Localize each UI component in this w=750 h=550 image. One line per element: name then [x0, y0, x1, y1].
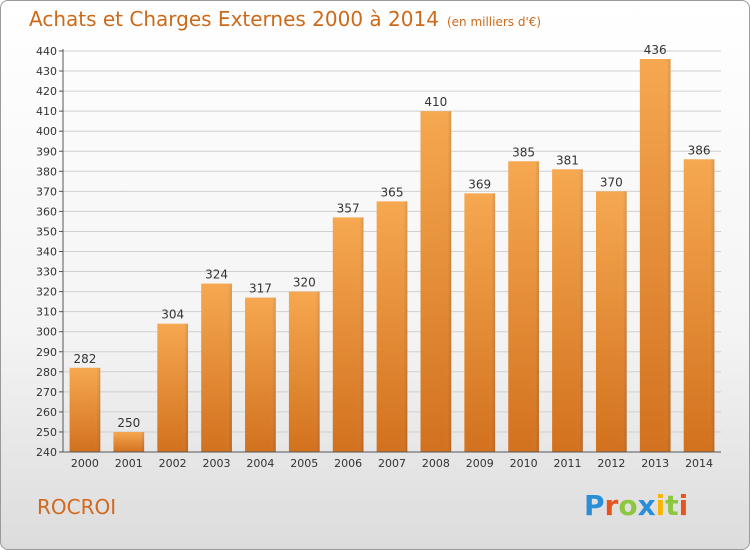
bar-shade — [464, 193, 496, 453]
y-tick-label: 390 — [36, 145, 57, 158]
data-label: 317 — [249, 282, 272, 296]
logo-letter: t — [665, 489, 679, 522]
x-tick-label: 2000 — [71, 457, 99, 470]
y-tick-label: 290 — [36, 346, 57, 359]
x-tick-label: 2013 — [641, 457, 669, 470]
data-label: 436 — [644, 43, 667, 57]
y-tick-label: 430 — [36, 65, 57, 78]
bar-shade — [69, 367, 101, 452]
x-tick-label: 2008 — [422, 457, 450, 470]
y-tick-label: 310 — [36, 306, 57, 319]
y-tick-label: 360 — [36, 205, 57, 218]
y-tick-label: 410 — [36, 105, 57, 118]
x-tick-label: 2004 — [246, 457, 274, 470]
bar-shade — [157, 323, 189, 452]
bar-shade — [332, 217, 364, 452]
logo-letter: P — [584, 489, 605, 522]
logo-letter: x — [637, 489, 656, 522]
bar-shade — [288, 291, 320, 452]
data-label: 381 — [556, 153, 579, 167]
data-label: 369 — [468, 177, 491, 191]
data-label: 282 — [73, 352, 96, 366]
bar-shade — [420, 111, 452, 453]
y-tick-label: 420 — [36, 85, 57, 98]
data-label: 385 — [512, 145, 535, 159]
chart-title-text: Achats et Charges Externes 2000 à 2014 — [29, 7, 439, 31]
data-label: 410 — [424, 95, 447, 109]
y-tick-label: 380 — [36, 165, 57, 178]
data-label: 357 — [337, 201, 360, 215]
bar-shade — [113, 431, 145, 452]
data-label: 304 — [161, 308, 184, 322]
y-tick-label: 370 — [36, 185, 57, 198]
bar-shade — [683, 159, 715, 452]
bar-shade — [595, 191, 627, 452]
y-tick-label: 330 — [36, 266, 57, 279]
y-tick-label: 280 — [36, 366, 57, 379]
bar-shade — [201, 283, 232, 452]
bar-shade — [508, 161, 539, 452]
logo-letter: i — [678, 489, 689, 522]
bar-shade — [376, 201, 408, 452]
x-tick-label: 2007 — [378, 457, 406, 470]
y-tick-label: 300 — [36, 326, 57, 339]
x-tick-label: 2009 — [466, 457, 494, 470]
y-tick-label: 400 — [36, 125, 57, 138]
y-tick-label: 320 — [36, 286, 57, 299]
y-tick-label: 440 — [36, 45, 57, 58]
logo-letter: o — [618, 489, 638, 522]
bars — [69, 59, 715, 453]
proxiti-logo[interactable]: Proxiti — [584, 489, 688, 522]
data-labels: 282 250 304 324 317 320 357 365 410 369 385 381 370 4… — [73, 43, 710, 430]
x-tick-label: 2002 — [159, 457, 187, 470]
bar-shade — [552, 169, 583, 453]
y-tick-label: 270 — [36, 386, 57, 399]
data-label: 320 — [293, 276, 316, 290]
axes — [62, 49, 721, 453]
y-tick-label: 260 — [36, 406, 57, 419]
x-tick-label: 2014 — [685, 457, 713, 470]
bar-shade — [245, 297, 276, 452]
y-axis-ticks: 240 250 260 270 280 290 300 310 320 330 340 350 360 3… — [36, 45, 63, 459]
data-label: 365 — [381, 185, 404, 199]
logo-letter: r — [604, 489, 619, 522]
x-tick-label: 2010 — [510, 457, 538, 470]
x-tick-label: 2001 — [115, 457, 143, 470]
y-tick-label: 240 — [36, 446, 57, 459]
y-tick-label: 350 — [36, 225, 57, 238]
y-tick-label: 250 — [36, 426, 57, 439]
data-label: 370 — [600, 175, 623, 189]
x-tick-label: 2012 — [597, 457, 625, 470]
city-name: ROCROI — [37, 495, 117, 519]
y-tick-label: 340 — [36, 246, 57, 259]
x-tick-label: 2011 — [553, 457, 581, 470]
chart-unit: (en milliers d'€) — [446, 15, 542, 29]
x-tick-label: 2005 — [290, 457, 318, 470]
x-tick-label: 2003 — [203, 457, 231, 470]
logo-letter: i — [655, 489, 666, 522]
data-label: 250 — [117, 416, 140, 430]
chart-title: Achats et Charges Externes 2000 à 2014 (e… — [29, 7, 541, 31]
bar-shade — [639, 59, 671, 453]
data-label: 386 — [688, 143, 711, 157]
data-label: 324 — [205, 268, 228, 282]
x-tick-label: 2006 — [334, 457, 362, 470]
x-axis-ticks: 2000 2001 2002 2003 2004 2005 2006 2007 2008 2009… — [71, 457, 713, 470]
